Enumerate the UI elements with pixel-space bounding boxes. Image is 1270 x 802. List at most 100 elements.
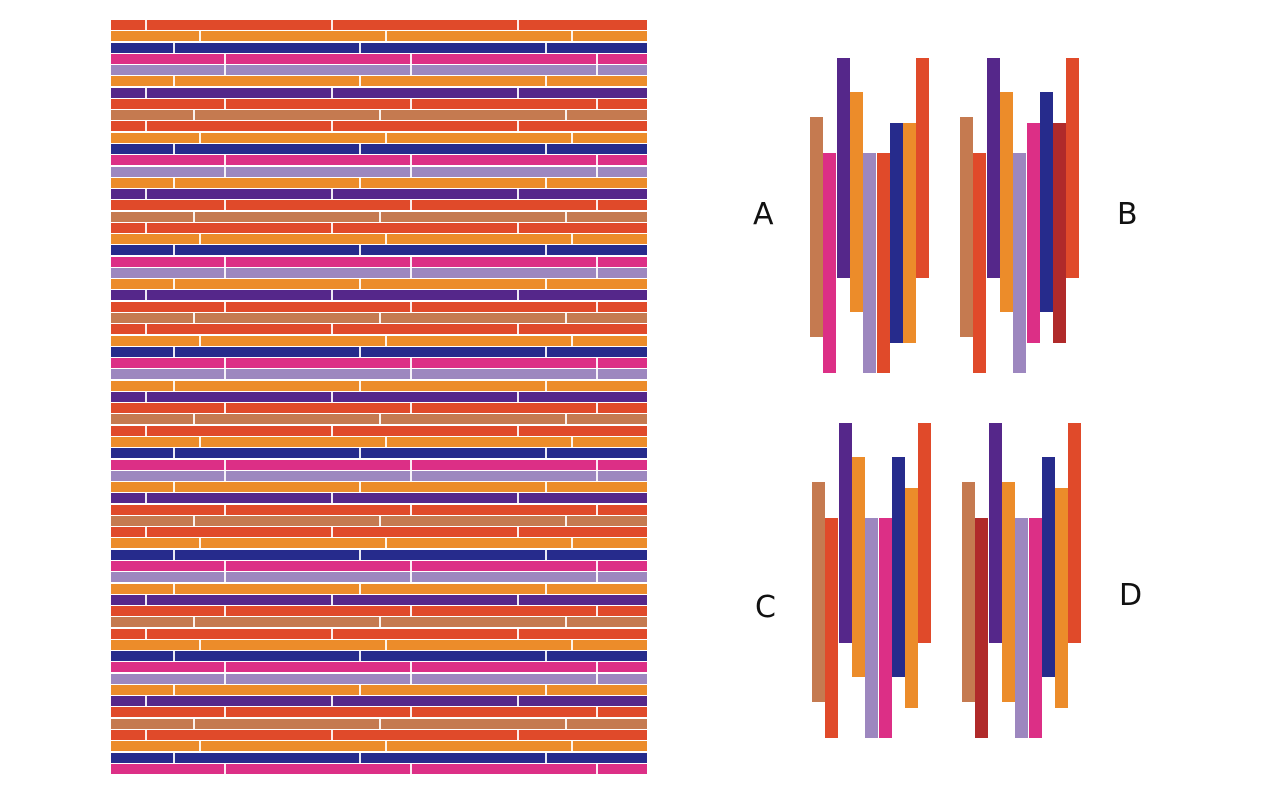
pattern-stripe	[111, 189, 647, 200]
pattern-stripe	[111, 504, 647, 515]
option-bar-red	[876, 153, 890, 373]
pattern-stripe	[111, 583, 647, 594]
stripe-joint	[545, 482, 547, 493]
stripe-joint	[596, 358, 598, 369]
pattern-stripe	[111, 380, 647, 391]
pattern-stripe	[111, 482, 647, 493]
stripe-joint	[331, 730, 333, 740]
stripe-joint	[596, 606, 598, 617]
stripe-joint	[385, 639, 387, 650]
pattern-stripe	[111, 730, 647, 740]
stripe-joint	[359, 448, 361, 459]
pattern-stripe	[111, 31, 647, 42]
stripe-joint	[331, 87, 333, 98]
stripe-joint	[145, 628, 147, 639]
pattern-stripe	[111, 358, 647, 369]
stripe-joint	[199, 538, 201, 549]
stripe-joint	[410, 369, 412, 380]
stripe-joint	[145, 222, 147, 233]
pattern-stripe	[111, 696, 647, 707]
pattern-stripe	[111, 313, 647, 324]
stripe-joint	[145, 290, 147, 301]
stripe-joint	[173, 177, 175, 188]
stripe-joint	[193, 313, 195, 324]
stripe-joint	[545, 549, 547, 560]
stripe-joint	[596, 200, 598, 211]
stripe-joint	[517, 121, 519, 132]
option-bar-lavender	[1015, 518, 1029, 738]
option-bar-purple	[836, 58, 850, 278]
pattern-stripe	[111, 403, 647, 414]
option-bar-tan	[960, 117, 973, 337]
stripe-joint	[379, 718, 381, 729]
stripe-joint	[596, 403, 598, 414]
stripe-joint	[596, 369, 598, 380]
option-bar-orange	[905, 488, 919, 708]
pattern-stripe	[111, 324, 647, 335]
stripe-joint	[145, 121, 147, 132]
pattern-stripe	[111, 290, 647, 301]
stripe-joint	[224, 301, 226, 312]
option-bar-orange	[999, 92, 1013, 312]
option-bar-red	[916, 58, 930, 278]
stripe-joint	[224, 155, 226, 166]
pattern-stripe	[111, 335, 647, 346]
pattern-stripe	[111, 651, 647, 662]
stripe-joint	[517, 594, 519, 605]
option-bar-lavender	[1013, 153, 1027, 373]
stripe-joint	[596, 155, 598, 166]
stripe-joint	[565, 313, 567, 324]
stripe-joint	[145, 594, 147, 605]
stripe-joint	[545, 583, 547, 594]
stripe-joint	[571, 31, 573, 42]
option-bar-orange	[1055, 488, 1069, 708]
pattern-stripe	[111, 369, 647, 380]
option-bar-orange	[903, 123, 917, 343]
stripe-joint	[596, 662, 598, 673]
stripe-joint	[410, 256, 412, 267]
pattern-stripe	[111, 493, 647, 504]
stripe-joint	[565, 110, 567, 121]
stripe-joint	[517, 189, 519, 200]
stripe-joint	[385, 132, 387, 143]
stripe-joint	[565, 617, 567, 628]
stripe-joint	[517, 425, 519, 436]
stripe-joint	[173, 143, 175, 154]
stripe-joint	[199, 639, 201, 650]
stripe-joint	[565, 211, 567, 222]
pattern-stripe	[111, 65, 647, 76]
stripe-joint	[145, 493, 147, 504]
stripe-joint	[517, 222, 519, 233]
option-a-label: A	[753, 197, 774, 232]
stripe-joint	[193, 414, 195, 425]
stripe-joint	[173, 482, 175, 493]
stripe-joint	[359, 482, 361, 493]
stripe-joint	[517, 391, 519, 402]
stripe-joint	[359, 684, 361, 695]
pattern-stripe	[111, 121, 647, 132]
pattern-stripe	[111, 301, 647, 312]
stripe-joint	[596, 673, 598, 684]
stripe-joint	[410, 763, 412, 774]
stripe-joint	[410, 504, 412, 515]
stripe-joint	[571, 335, 573, 346]
stripe-joint	[224, 470, 226, 481]
stripe-joint	[596, 459, 598, 470]
pattern-stripe	[111, 234, 647, 245]
pattern-stripe	[111, 527, 647, 538]
stripe-joint	[596, 98, 598, 109]
stripe-joint	[331, 222, 333, 233]
stripe-joint	[224, 560, 226, 571]
stripe-joint	[224, 200, 226, 211]
stripe-joint	[545, 752, 547, 763]
stripe-joint	[193, 617, 195, 628]
stripe-joint	[359, 549, 361, 560]
stripe-joint	[359, 177, 361, 188]
stripe-joint	[517, 696, 519, 707]
stripe-joint	[193, 110, 195, 121]
stripe-joint	[359, 583, 361, 594]
stripe-joint	[379, 110, 381, 121]
stripe-joint	[359, 380, 361, 391]
stripe-joint	[545, 346, 547, 357]
stripe-joint	[193, 718, 195, 729]
